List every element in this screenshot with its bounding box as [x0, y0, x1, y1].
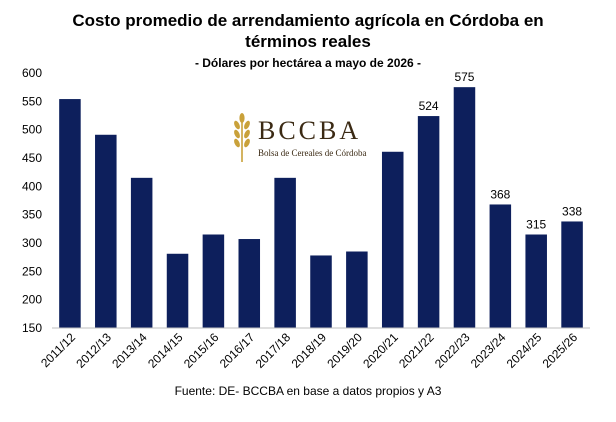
data-label: 315 — [526, 218, 546, 232]
bccba-logo: BCCBA Bolsa de Cereales de Córdoba — [230, 110, 380, 165]
bar — [238, 239, 261, 328]
x-tick-label: 2022/23 — [432, 330, 473, 371]
y-tick-label: 500 — [22, 123, 42, 137]
x-tick-label: 2018/19 — [289, 330, 330, 371]
x-axis: 2011/122012/132013/142014/152015/162016/… — [38, 327, 590, 371]
bar — [525, 234, 547, 328]
x-tick-label: 2021/22 — [396, 330, 437, 371]
chart-title-line2: términos reales — [245, 32, 371, 51]
data-label: 575 — [454, 70, 474, 84]
x-tick-label: 2013/14 — [109, 330, 150, 371]
bar — [166, 253, 189, 328]
logo-subtitle: Bolsa de Cereales de Córdoba — [258, 148, 367, 158]
bar — [130, 177, 153, 328]
chart-title-line1: Costo promedio de arrendamiento agrícola… — [72, 11, 544, 30]
data-label: 368 — [490, 187, 510, 201]
bar — [453, 87, 476, 329]
y-tick-label: 600 — [22, 66, 42, 80]
bar — [310, 255, 332, 328]
bar — [381, 151, 404, 328]
x-tick-label: 2015/16 — [181, 330, 222, 371]
y-tick-label: 300 — [22, 236, 42, 250]
x-tick-label: 2025/26 — [540, 330, 581, 371]
x-tick-label: 2019/20 — [324, 330, 365, 371]
chart-subtitle: - Dólares por hectárea a mayo de 2026 - — [194, 56, 422, 70]
bar — [417, 116, 440, 328]
data-label: 524 — [419, 99, 439, 113]
data-label: 338 — [562, 204, 582, 218]
bar — [59, 99, 81, 328]
y-axis: 150 200 250 300 350 400 450 500 550 600 — [22, 66, 42, 335]
source-note: Fuente: DE- BCCBA en base a datos propio… — [174, 384, 442, 398]
wheat-icon — [234, 113, 250, 162]
y-tick-label: 350 — [22, 208, 42, 222]
bar — [202, 234, 225, 328]
y-tick-label: 200 — [22, 293, 42, 307]
x-tick-label: 2017/18 — [253, 330, 294, 371]
logo-text: BCCBA — [258, 116, 362, 145]
bar — [346, 251, 368, 328]
x-tick-label: 2024/25 — [504, 330, 545, 371]
bar — [274, 177, 296, 328]
x-tick-label: 2023/24 — [468, 330, 509, 371]
x-tick-label: 2020/21 — [360, 330, 401, 371]
bar — [489, 204, 512, 328]
bar — [561, 221, 583, 328]
bars — [59, 87, 583, 329]
x-tick-label: 2012/13 — [73, 330, 114, 371]
y-tick-label: 150 — [22, 321, 42, 335]
y-tick-label: 550 — [22, 94, 42, 108]
data-labels: 524 575 368 315 338 — [419, 70, 583, 231]
x-tick-label: 2014/15 — [145, 330, 186, 371]
bar — [95, 134, 117, 328]
y-tick-label: 250 — [22, 264, 42, 278]
x-tick-label: 2016/17 — [217, 330, 258, 371]
x-tick-label: 2011/12 — [38, 330, 78, 370]
y-tick-label: 450 — [22, 151, 42, 165]
chart-title: Costo promedio de arrendamiento agrícola… — [0, 10, 616, 52]
y-tick-label: 400 — [22, 179, 42, 193]
